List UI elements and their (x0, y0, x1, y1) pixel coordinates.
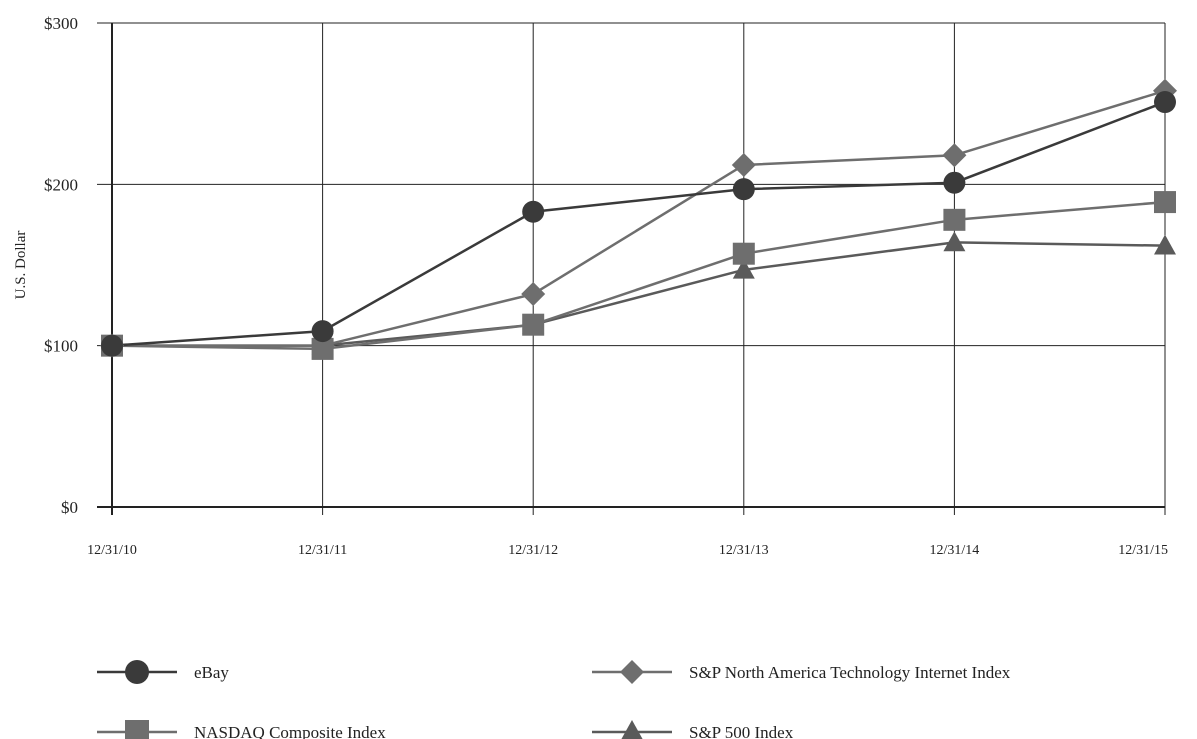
data-point-circle (943, 171, 966, 194)
legend-label: eBay (194, 663, 229, 682)
data-point-circle (1154, 91, 1176, 114)
legend-item: S&P 500 Index (592, 720, 794, 739)
data-point-square (522, 313, 545, 336)
y-axis-label: U.S. Dollar (13, 231, 29, 300)
legend-label: NASDAQ Composite Index (194, 723, 386, 739)
legend-label: S&P 500 Index (689, 723, 794, 739)
data-point-square (732, 242, 755, 265)
data-point-square (943, 208, 966, 231)
data-point-triangle (1154, 234, 1176, 255)
series-line (111, 200, 1166, 351)
data-point-square (1154, 191, 1176, 214)
x-tick-label: 12/31/11 (298, 543, 347, 558)
series-line (111, 100, 1166, 347)
grid (97, 22, 1166, 515)
y-tick-label: $200 (44, 175, 78, 194)
x-tick-label: 12/31/10 (87, 543, 137, 558)
data-point-diamond (620, 660, 644, 684)
data-point-triangle (943, 231, 966, 252)
data-point-circle (311, 320, 334, 343)
x-tick-label: 12/31/15 (1118, 543, 1168, 558)
series-line (112, 241, 1166, 347)
data-point-triangle (732, 258, 755, 279)
legend-item: S&P North America Technology Internet In… (592, 660, 1011, 684)
data-point-circle (522, 200, 545, 223)
data-point-triangle (621, 720, 643, 739)
data-point-circle (732, 178, 755, 201)
y-tick-label: $300 (44, 14, 78, 33)
series-line (112, 89, 1166, 347)
legend-item: eBay (97, 660, 229, 684)
y-tick-label: $0 (61, 498, 78, 517)
data-point-circle (125, 660, 149, 684)
series-group (100, 78, 1177, 360)
legend-label: S&P North America Technology Internet In… (689, 663, 1011, 682)
x-tick-label: 12/31/12 (508, 543, 558, 558)
data-point-square (125, 720, 149, 739)
data-point-circle (101, 334, 123, 357)
data-point-diamond (942, 143, 967, 168)
y-tick-label: $100 (44, 337, 78, 356)
data-point-diamond (521, 282, 546, 307)
x-tick-label: 12/31/14 (930, 543, 980, 558)
x-tick-label: 12/31/13 (719, 543, 769, 558)
legend-item: NASDAQ Composite Index (97, 720, 386, 739)
tick-labels: $0 $100 $200 $300 12/31/10 12/31/11 12/31/12 12… (44, 14, 1168, 558)
legend: eBay S&P North America Technology Interne… (97, 660, 1011, 739)
data-point-diamond (731, 152, 756, 177)
